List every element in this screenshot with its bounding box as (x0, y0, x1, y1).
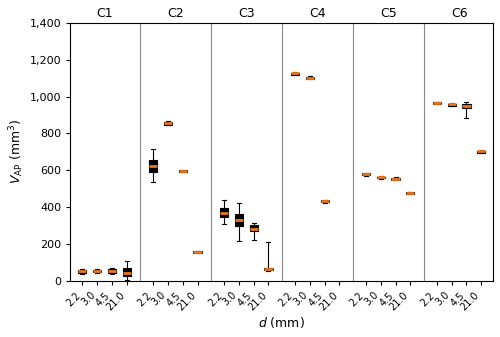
PathPatch shape (194, 251, 202, 252)
PathPatch shape (406, 192, 414, 194)
PathPatch shape (93, 270, 101, 273)
PathPatch shape (376, 177, 385, 178)
Y-axis label: $V_{\mathrm{AP}}$ (mm$^3$): $V_{\mathrm{AP}}$ (mm$^3$) (7, 119, 26, 184)
X-axis label: $d$ (mm): $d$ (mm) (258, 315, 305, 330)
PathPatch shape (264, 268, 272, 271)
PathPatch shape (291, 72, 299, 75)
PathPatch shape (235, 214, 243, 226)
PathPatch shape (220, 209, 228, 217)
PathPatch shape (164, 122, 172, 125)
PathPatch shape (306, 77, 314, 79)
PathPatch shape (448, 103, 456, 105)
PathPatch shape (122, 269, 130, 276)
PathPatch shape (250, 225, 258, 231)
PathPatch shape (362, 174, 370, 175)
PathPatch shape (320, 201, 328, 203)
PathPatch shape (178, 171, 187, 172)
PathPatch shape (149, 160, 158, 172)
PathPatch shape (433, 102, 441, 104)
PathPatch shape (108, 269, 116, 273)
PathPatch shape (392, 178, 400, 180)
PathPatch shape (462, 104, 470, 108)
PathPatch shape (477, 151, 486, 153)
PathPatch shape (78, 270, 86, 273)
